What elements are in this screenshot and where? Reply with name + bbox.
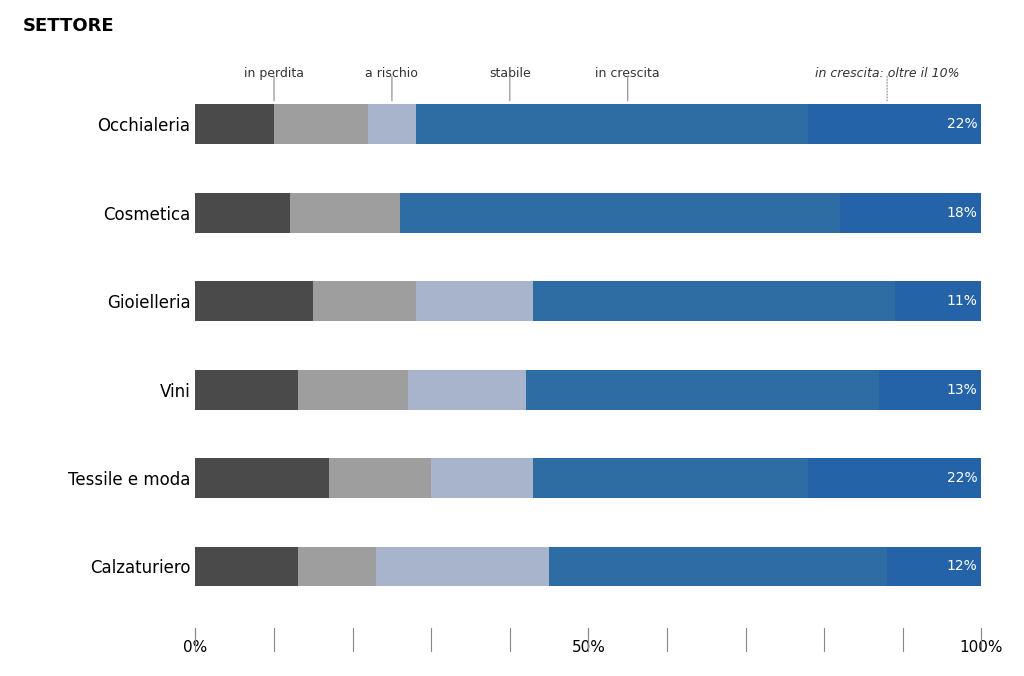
Bar xyxy=(196,547,298,586)
Text: 12%: 12% xyxy=(947,560,978,573)
Text: 22%: 22% xyxy=(947,118,978,131)
Bar xyxy=(416,281,534,321)
Bar xyxy=(196,281,313,321)
Bar xyxy=(534,281,895,321)
Bar xyxy=(274,105,369,144)
Text: in crescita: in crescita xyxy=(595,67,660,80)
Bar xyxy=(416,105,809,144)
Text: 18%: 18% xyxy=(946,206,978,220)
Bar xyxy=(369,105,416,144)
Bar xyxy=(895,281,981,321)
Bar xyxy=(408,370,525,410)
Text: 13%: 13% xyxy=(947,383,978,397)
Bar xyxy=(196,370,298,410)
Text: in crescita: oltre il 10%: in crescita: oltre il 10% xyxy=(815,67,959,80)
Bar xyxy=(534,458,809,498)
Bar xyxy=(329,458,431,498)
Text: 11%: 11% xyxy=(946,294,978,308)
Bar xyxy=(196,105,274,144)
Bar xyxy=(376,547,549,586)
Bar xyxy=(887,547,981,586)
Bar xyxy=(431,458,534,498)
Bar xyxy=(298,370,408,410)
Bar xyxy=(809,105,981,144)
Bar xyxy=(809,458,981,498)
Bar xyxy=(196,458,329,498)
Text: a rischio: a rischio xyxy=(366,67,419,80)
Bar xyxy=(313,281,416,321)
Text: in perdita: in perdita xyxy=(244,67,304,80)
Text: stabile: stabile xyxy=(488,67,530,80)
Bar xyxy=(840,193,981,233)
Bar xyxy=(880,370,981,410)
Text: 22%: 22% xyxy=(947,471,978,485)
Bar xyxy=(196,193,290,233)
Bar xyxy=(549,547,887,586)
Bar xyxy=(525,370,880,410)
Text: SETTORE: SETTORE xyxy=(23,17,114,35)
Bar xyxy=(399,193,840,233)
Bar xyxy=(290,193,399,233)
Bar xyxy=(298,547,376,586)
